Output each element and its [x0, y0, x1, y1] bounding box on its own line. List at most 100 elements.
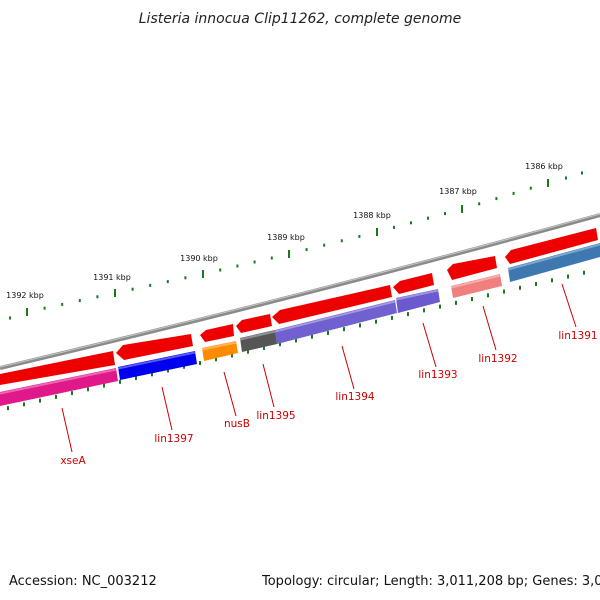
label-leader-line — [61, 407, 73, 453]
minor-tick — [444, 212, 446, 216]
minor-tick — [529, 186, 532, 190]
gene-label-lin1391: lin1391 — [558, 330, 597, 342]
label-leader-line — [422, 322, 437, 368]
gene-feature-highlight — [201, 341, 237, 351]
minor-tick — [478, 202, 481, 206]
minor-tick — [247, 349, 249, 354]
minor-tick — [495, 197, 498, 201]
gene-feature-highlight — [117, 351, 196, 370]
minor-tick — [279, 342, 281, 347]
minor-tick — [512, 191, 515, 195]
minor-tick — [340, 239, 343, 243]
minor-tick — [7, 406, 9, 411]
minor-tick — [343, 327, 345, 332]
minor-tick — [253, 260, 256, 264]
minor-tick — [391, 315, 393, 320]
minor-tick — [39, 398, 41, 403]
minor-tick — [359, 323, 361, 328]
label-leader-line — [341, 345, 355, 390]
minor-tick — [9, 316, 11, 320]
gene-feature-highlight — [507, 243, 600, 271]
minor-tick — [439, 304, 441, 309]
tick-label: 1392 kbp — [6, 291, 44, 300]
minor-tick — [487, 293, 489, 298]
gene-label-nusB: nusB — [224, 418, 250, 430]
gene-feature-lin1395 — [240, 330, 277, 352]
minor-tick — [263, 345, 265, 350]
minor-tick — [519, 285, 521, 290]
gene-feature-highlight — [450, 274, 501, 289]
gene-labels: lin1391 lin1392 lin1393 lin1394 lin1395 nusB l… — [60, 283, 598, 467]
minor-tick — [183, 364, 185, 369]
map-title: Listeria innocua Clip11262, complete gen… — [139, 11, 461, 27]
minor-tick — [375, 319, 377, 324]
minor-tick — [323, 243, 326, 247]
label-leader-line — [262, 363, 275, 408]
minor-tick — [427, 216, 429, 220]
minor-tick — [565, 176, 567, 180]
gene-feature-highlight — [0, 368, 117, 395]
tick-label: 1388 kbp — [353, 211, 391, 220]
minor-tick — [455, 300, 457, 305]
gene-feature-highlight — [239, 330, 276, 341]
minor-tick — [358, 234, 361, 238]
minor-tick — [43, 306, 46, 310]
genome-backbone — [0, 213, 600, 370]
major-tick — [114, 289, 116, 297]
major-tick — [547, 179, 549, 187]
minor-tick — [78, 299, 81, 303]
minor-tick — [119, 379, 121, 384]
major-tick — [461, 205, 463, 213]
tick-label: 1391 kbp — [93, 273, 131, 282]
minor-tick — [167, 368, 169, 373]
minor-tick — [327, 330, 329, 335]
gene-row — [0, 243, 600, 406]
minor-tick — [231, 353, 233, 358]
minor-tick — [567, 274, 569, 279]
major-tick — [26, 308, 28, 316]
label-leader-line — [561, 283, 577, 328]
gene-feature-lin1391 — [508, 243, 600, 282]
cds-arrow — [272, 285, 392, 324]
minor-tick — [131, 287, 134, 291]
tick-label: 1386 kbp — [525, 162, 563, 171]
gene-feature-highlight — [395, 289, 439, 301]
gene-label-lin1392: lin1392 — [478, 353, 517, 365]
cds-arrow — [0, 351, 115, 385]
minor-tick — [423, 308, 425, 313]
tick-label: 1387 kbp — [439, 187, 477, 196]
minor-tick — [305, 248, 308, 252]
label-leader-line — [161, 386, 173, 431]
cds-arrow — [447, 256, 497, 280]
gene-feature-nusB — [202, 341, 238, 361]
minor-tick — [215, 357, 217, 362]
gene-feature-lin1392 — [451, 274, 502, 298]
tick-label: 1389 kbp — [267, 233, 305, 242]
gene-feature-highlight — [274, 300, 396, 333]
tick-label: 1390 kbp — [180, 254, 218, 263]
gene-label-lin1394: lin1394 — [335, 391, 375, 403]
minor-tick — [184, 276, 187, 280]
minor-tick — [135, 376, 137, 381]
cds-arrow — [505, 228, 598, 264]
cds-row — [0, 228, 598, 385]
minor-tick — [410, 221, 412, 225]
cds-arrow — [236, 314, 272, 333]
minor-tick — [393, 225, 395, 229]
minor-tick — [503, 289, 505, 294]
minor-tick — [407, 312, 409, 317]
genome-backbone-highlight — [0, 213, 600, 368]
minor-tick — [535, 282, 537, 287]
minor-tick — [551, 278, 553, 283]
gene-feature-lin1397 — [118, 351, 197, 380]
cds-arrow — [116, 334, 193, 360]
label-leader-line — [223, 371, 237, 417]
minor-tick — [71, 391, 73, 396]
minor-tick — [151, 372, 153, 377]
minor-tick — [581, 171, 583, 175]
minor-tick — [103, 383, 105, 388]
genome-summary-text: Topology: circular; Length: 3,011,208 bp… — [262, 574, 600, 589]
minor-tick — [295, 338, 297, 343]
minor-tick — [583, 270, 585, 275]
